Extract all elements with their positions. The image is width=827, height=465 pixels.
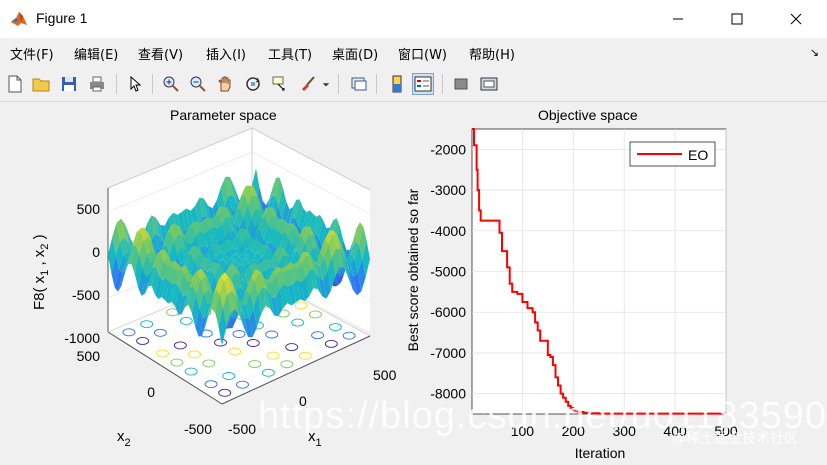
brush-dropdown-button[interactable]	[320, 73, 332, 95]
brush-icon	[302, 76, 315, 91]
menu-tools[interactable]: 工具(T)	[268, 48, 313, 63]
new-figure-icon	[8, 75, 22, 93]
menu-desktop[interactable]: 桌面(D)	[332, 48, 379, 63]
close-button[interactable]	[773, 0, 819, 38]
maximize-button[interactable]	[714, 0, 760, 38]
save-icon	[62, 77, 76, 91]
minimize-button[interactable]	[655, 0, 701, 38]
menu-view[interactable]: 查看(V)	[138, 48, 184, 63]
brush-dropdown-icon	[322, 83, 330, 87]
data-cursor-button[interactable]	[269, 73, 291, 95]
link-plot-icon	[351, 77, 367, 91]
left-plot-title: Parameter space	[170, 107, 277, 123]
menu-window[interactable]: 窗口(W)	[398, 48, 447, 63]
edit-plot-button[interactable]	[124, 73, 146, 95]
colorbar-icon	[392, 75, 402, 93]
pan-hand-icon	[218, 76, 231, 92]
zoom-out-button[interactable]	[187, 73, 209, 95]
figure-toolbar	[0, 66, 827, 102]
show-plot-tools-button[interactable]	[478, 73, 500, 95]
toolbar-separator	[116, 74, 117, 94]
legend-icon	[414, 76, 432, 92]
rotate-3d-button[interactable]	[242, 73, 264, 95]
title-bar: Figure 1	[0, 0, 827, 38]
maximize-icon	[731, 13, 743, 25]
zoom-out-icon	[190, 76, 206, 92]
zoom-in-button[interactable]	[160, 73, 182, 95]
toolbar-separator	[152, 74, 153, 94]
toolbar-separator	[442, 74, 443, 94]
link-plot-button[interactable]	[348, 73, 370, 95]
toolbar-separator	[338, 74, 339, 94]
menu-bar: 文件(F) 编辑(E) 查看(V) 插入(I) 工具(T) 桌面(D) 窗口(W…	[0, 38, 827, 66]
open-file-icon	[32, 78, 50, 92]
brush-button[interactable]	[297, 73, 319, 95]
window-title: Figure 1	[36, 10, 88, 26]
menu-file[interactable]: 文件(F)	[10, 48, 54, 63]
legend-button[interactable]	[412, 73, 434, 95]
toolbar-separator	[376, 74, 377, 94]
hide-plot-tools-button[interactable]	[450, 73, 472, 95]
print-icon	[90, 76, 104, 92]
watermark-url: https://blog.csdn.net/u011835903	[258, 395, 827, 437]
close-icon	[790, 13, 802, 25]
open-file-button[interactable]	[30, 73, 52, 95]
rotate-3d-icon	[246, 77, 260, 91]
colorbar-button[interactable]	[386, 73, 408, 95]
pan-button[interactable]	[214, 73, 236, 95]
print-button[interactable]	[86, 73, 108, 95]
dock-arrow-icon[interactable]: ↘	[809, 46, 819, 59]
new-figure-button[interactable]	[4, 73, 26, 95]
show-plot-tools-icon	[480, 77, 498, 91]
matlab-logo-icon	[11, 12, 27, 26]
minimize-icon	[673, 18, 683, 20]
menu-edit[interactable]: 编辑(E)	[74, 48, 119, 63]
right-plot-title: Objective space	[538, 107, 638, 123]
data-cursor-icon	[272, 76, 285, 91]
zoom-in-icon	[163, 76, 179, 92]
hide-plot-tools-icon	[454, 78, 468, 90]
watermark-site: @稀土掘金技术社区	[672, 431, 798, 447]
menu-help[interactable]: 帮助(H)	[469, 48, 515, 63]
edit-plot-arrow-icon	[130, 75, 142, 92]
save-button[interactable]	[58, 73, 80, 95]
menu-insert[interactable]: 插入(I)	[206, 48, 246, 63]
